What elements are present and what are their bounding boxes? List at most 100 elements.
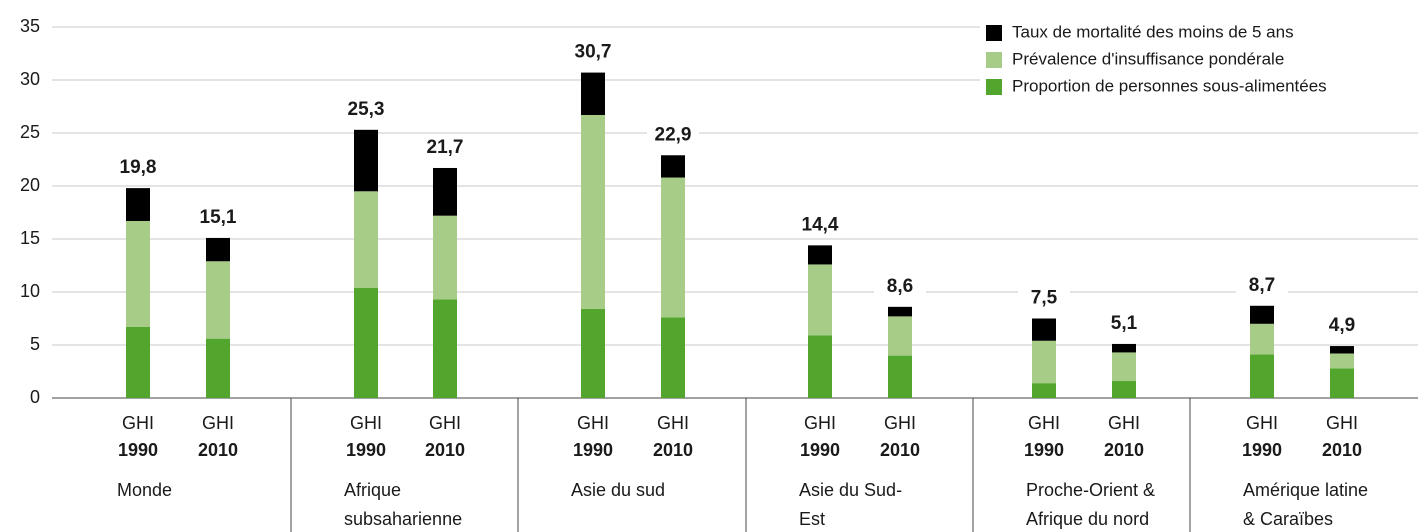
bar-segment (1032, 383, 1056, 398)
group-label: & Caraïbes (1243, 509, 1333, 529)
total-label: 8,6 (887, 276, 913, 297)
y-tick-label: 35 (20, 16, 40, 36)
y-tick-label: 20 (20, 175, 40, 195)
bar-segment (354, 287, 378, 398)
y-tick-label: 30 (20, 69, 40, 89)
y-tick-label: 5 (30, 334, 40, 354)
total-label: 15,1 (200, 207, 237, 228)
category-label: 2010 (198, 440, 238, 460)
bar-segment (1112, 352, 1136, 382)
bar-segment (581, 114, 605, 309)
bar-segment (1250, 354, 1274, 398)
bar-segment (808, 264, 832, 336)
bar-segment (433, 299, 457, 398)
label-bg (1018, 286, 1070, 311)
category-label: 1990 (1242, 440, 1282, 460)
bar-segment (1032, 340, 1056, 384)
bar-segment (433, 215, 457, 300)
total-label: 4,9 (1329, 315, 1355, 336)
label-bg (1316, 314, 1368, 339)
label-bg (567, 40, 619, 65)
bar-segment (433, 167, 457, 216)
bar-segment (1032, 318, 1056, 341)
bar-segment (1112, 343, 1136, 353)
bar-segment (1330, 353, 1354, 369)
y-tick-label: 25 (20, 122, 40, 142)
bar-segment (581, 308, 605, 398)
total-label: 5,1 (1111, 313, 1138, 334)
legend-label: Taux de mortalité des moins de 5 ans (1012, 22, 1294, 41)
label-bg (419, 135, 471, 160)
bar-segment (126, 326, 150, 398)
category-prefix: GHI (202, 413, 234, 433)
category-prefix: GHI (122, 413, 154, 433)
bar-segment (206, 338, 230, 398)
category-label: 1990 (800, 440, 840, 460)
bar-segment (581, 72, 605, 115)
category-prefix: GHI (429, 413, 461, 433)
bar-segment (206, 237, 230, 262)
category-label: 2010 (1104, 440, 1144, 460)
total-label: 25,3 (348, 99, 385, 120)
bar-segment (354, 191, 378, 288)
label-bg (647, 123, 699, 148)
bar-segment (888, 316, 912, 356)
category-label: 2010 (653, 440, 693, 460)
category-prefix: GHI (350, 413, 382, 433)
bar-segment (1330, 368, 1354, 398)
total-label: 30,7 (575, 42, 612, 63)
category-label: 2010 (1322, 440, 1362, 460)
bar-segment (808, 335, 832, 398)
category-prefix: GHI (1246, 413, 1278, 433)
legend-bg (980, 18, 1418, 104)
group-label: Amérique latine (1243, 480, 1368, 500)
bar-segment (888, 306, 912, 317)
label-bg (192, 205, 244, 230)
category-label: 1990 (346, 440, 386, 460)
label-bg (1098, 311, 1150, 336)
total-label: 22,9 (655, 124, 692, 145)
y-tick-label: 10 (20, 281, 40, 301)
legend-swatch (986, 79, 1002, 95)
bar-segment (1250, 305, 1274, 324)
group-label: Asie du sud (571, 480, 665, 500)
bar-segment (126, 220, 150, 327)
legend-swatch (986, 25, 1002, 41)
label-bg (340, 97, 392, 122)
category-prefix: GHI (1326, 413, 1358, 433)
bar-segment (808, 245, 832, 265)
bar-segment (354, 129, 378, 192)
group-label: Monde (117, 480, 172, 500)
legend-label: Prévalence d'insuffisance pondérale (1012, 49, 1284, 68)
category-prefix: GHI (1108, 413, 1140, 433)
total-label: 7,5 (1031, 288, 1058, 309)
bar-segment (661, 177, 685, 318)
total-label: 14,4 (802, 214, 839, 235)
label-bg (874, 274, 926, 299)
bar-segment (888, 355, 912, 398)
bar-segment (1112, 381, 1136, 398)
label-bg (794, 213, 846, 238)
y-tick-label: 15 (20, 228, 40, 248)
category-prefix: GHI (657, 413, 689, 433)
group-label: Asie du Sud- (799, 480, 902, 500)
category-prefix: GHI (577, 413, 609, 433)
bar-segment (1330, 346, 1354, 354)
category-prefix: GHI (804, 413, 836, 433)
bar-segment (661, 155, 685, 178)
category-prefix: GHI (884, 413, 916, 433)
bar-segment (206, 261, 230, 339)
total-label: 19,8 (120, 157, 157, 178)
bar-segment (661, 317, 685, 398)
legend-swatch (986, 52, 1002, 68)
group-label: Proche-Orient & (1026, 480, 1155, 500)
group-label: Afrique du nord (1026, 509, 1149, 529)
category-label: 1990 (1024, 440, 1064, 460)
legend-label: Proportion de personnes sous-alimentées (1012, 76, 1327, 95)
group-label: Afrique (344, 480, 401, 500)
group-label: Est (799, 509, 825, 529)
category-label: 2010 (425, 440, 465, 460)
category-label: 1990 (118, 440, 158, 460)
group-label: subsaharienne (344, 509, 462, 529)
